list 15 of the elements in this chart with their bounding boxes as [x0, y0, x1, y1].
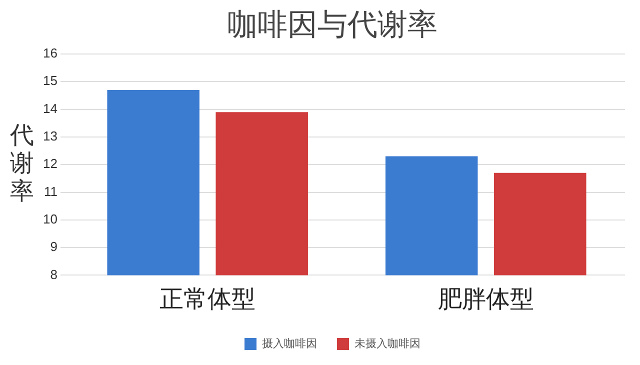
y-tick-label: 16 [42, 46, 58, 61]
y-tick-label: 8 [50, 266, 58, 282]
y-axis-title: 代谢率 [9, 122, 34, 206]
y-tick-label: 14 [42, 100, 58, 116]
legend-label: 未摄入咖啡因 [354, 337, 420, 350]
chart-title: 咖啡因与代谢率 [228, 8, 438, 42]
y-tick-label: 12 [42, 156, 58, 172]
x-tick-label: 正常体型 [160, 286, 256, 314]
y-tick-label: 10 [42, 211, 58, 226]
x-tick-label: 肥胖体型 [438, 286, 534, 314]
y-tick-label: 11 [44, 184, 58, 199]
y-tick-label: 13 [42, 128, 58, 144]
y-tick-label: 15 [42, 73, 58, 88]
y-tick-label: 9 [50, 239, 58, 254]
legend-label: 摄入咖啡因 [262, 337, 317, 350]
